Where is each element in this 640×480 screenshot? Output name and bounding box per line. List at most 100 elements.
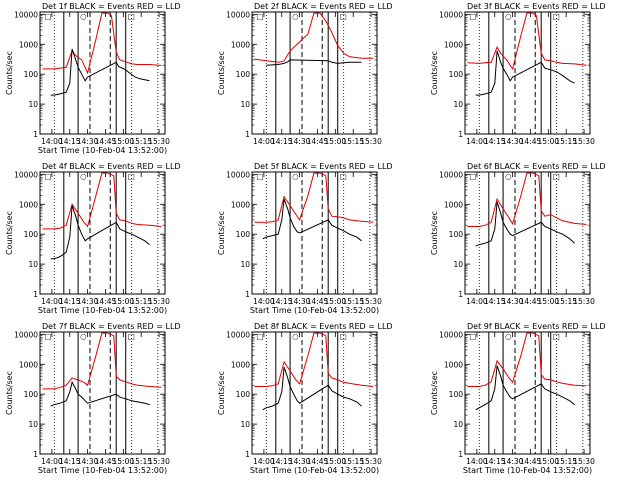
plot-frame — [251, 171, 378, 295]
x-tick-label: 14:00 — [466, 297, 488, 306]
events-series-line — [50, 48, 150, 96]
y-tick-label: 1 — [33, 450, 38, 459]
y-tick-label: 10000 — [14, 330, 38, 339]
x-axis-label: Start Time (10-Feb-04 13:52:00) — [250, 306, 379, 315]
y-tick-label: 1000 — [231, 200, 250, 209]
y-tick-label: 100 — [24, 390, 39, 399]
x-tick-label: 14:30 — [502, 137, 524, 146]
square-marker-icon: □ — [128, 332, 135, 341]
y-tick-label: 100 — [236, 70, 251, 79]
panel-title: Det 9f BLACK = Events RED = LLD — [467, 322, 606, 331]
x-axis-label: Start Time (10-Feb-04 13:52:00) — [38, 466, 167, 475]
y-tick-label: 100 — [449, 70, 464, 79]
lld-series-line — [254, 332, 374, 387]
events-series-line — [50, 205, 150, 260]
lld-series-line — [254, 172, 374, 223]
events-series-line — [475, 201, 575, 247]
y-tick-label: 100 — [24, 70, 39, 79]
y-tick-label: 1000 — [231, 360, 250, 369]
square-marker-icon: □ — [553, 172, 560, 181]
detector-panel: Det 6f BLACK = Events RED = LLD Counts/se… — [430, 162, 606, 306]
lld-series-line — [42, 12, 162, 75]
x-tick-label: 15:30 — [360, 297, 382, 306]
y-tick-label: 1 — [33, 130, 38, 139]
y-tick-label: 10000 — [226, 10, 250, 19]
y-tick-label: 1000 — [444, 40, 463, 49]
square-marker-icon: □ — [256, 172, 263, 181]
x-tick-label: 15:30 — [148, 457, 170, 466]
x-tick-label: 15:00 — [113, 137, 135, 146]
circle-marker-icon: ○ — [292, 332, 299, 341]
x-tick-label: 14:15 — [271, 137, 293, 146]
x-tick-label: 14:15 — [484, 297, 506, 306]
square-marker-icon: □ — [128, 172, 135, 181]
x-tick-label: 14:00 — [253, 457, 275, 466]
detector-panel: Det 4f BLACK = Events RED = LLD Counts/se… — [5, 162, 181, 315]
x-tick-label: 14:00 — [253, 137, 275, 146]
y-tick-label: 10 — [240, 420, 250, 429]
panel-title: Det 2f BLACK = Events RED = LLD — [254, 2, 393, 11]
y-tick-label: 1 — [458, 130, 463, 139]
detector-panel: Det 1f BLACK = Events RED = LLD Counts/se… — [5, 2, 181, 155]
plot-frame — [39, 331, 166, 455]
x-tick-label: 15:15 — [342, 297, 364, 306]
plot-frame — [251, 331, 378, 455]
y-axis-label: Counts/sec — [217, 51, 226, 95]
y-tick-label: 1000 — [19, 40, 38, 49]
x-tick-label: 14:30 — [289, 457, 311, 466]
x-axis-label: Start Time (10-Feb-04 13:52:00) — [38, 146, 167, 155]
x-tick-label: 14:45 — [520, 297, 542, 306]
x-tick-label: 14:45 — [95, 297, 117, 306]
events-series-line — [262, 367, 362, 411]
x-tick-label: 14:15 — [59, 457, 81, 466]
x-tick-label: 14:45 — [95, 137, 117, 146]
y-tick-label: 10000 — [439, 10, 463, 19]
lld-series-line — [42, 172, 162, 230]
y-tick-label: 10 — [28, 260, 38, 269]
circle-marker-icon: ○ — [80, 332, 87, 341]
detector-panel: Det 2f BLACK = Events RED = LLD Counts/se… — [217, 2, 393, 146]
y-tick-label: 1000 — [19, 200, 38, 209]
circle-marker-icon: ○ — [80, 172, 87, 181]
x-tick-label: 14:00 — [466, 137, 488, 146]
circle-marker-icon: ○ — [292, 12, 299, 21]
y-tick-label: 10 — [28, 100, 38, 109]
y-tick-label: 10000 — [226, 170, 250, 179]
square-marker-icon: □ — [340, 332, 347, 341]
x-tick-label: 14:00 — [41, 457, 63, 466]
lld-series-line — [42, 332, 162, 390]
y-tick-label: 1000 — [231, 40, 250, 49]
y-axis-label: Counts/sec — [217, 371, 226, 415]
x-tick-label: 15:15 — [555, 297, 577, 306]
panel-title: Det 8f BLACK = Events RED = LLD — [254, 322, 393, 331]
x-tick-label: 14:00 — [466, 457, 488, 466]
x-tick-label: 14:15 — [271, 457, 293, 466]
x-tick-label: 15:15 — [342, 137, 364, 146]
square-marker-icon: □ — [469, 172, 476, 181]
x-tick-label: 14:15 — [271, 297, 293, 306]
y-tick-label: 10 — [453, 420, 463, 429]
x-tick-label: 15:00 — [325, 457, 347, 466]
events-series-line — [475, 365, 575, 411]
x-tick-label: 14:45 — [307, 457, 329, 466]
y-tick-label: 1 — [245, 130, 250, 139]
y-tick-label: 10000 — [439, 330, 463, 339]
x-tick-label: 14:30 — [289, 137, 311, 146]
y-axis-label: Counts/sec — [430, 51, 439, 95]
x-tick-label: 15:30 — [573, 297, 595, 306]
x-axis-label: Start Time (10-Feb-04 13:52:00) — [250, 466, 379, 475]
circle-marker-icon: ○ — [505, 332, 512, 341]
x-tick-label: 14:15 — [484, 137, 506, 146]
x-tick-label: 15:00 — [113, 457, 135, 466]
x-tick-label: 15:30 — [360, 457, 382, 466]
x-tick-label: 15:00 — [113, 297, 135, 306]
y-tick-label: 100 — [449, 230, 464, 239]
x-tick-label: 15:15 — [342, 457, 364, 466]
y-tick-label: 10000 — [14, 10, 38, 19]
x-tick-label: 15:00 — [538, 137, 560, 146]
square-marker-icon: □ — [340, 172, 347, 181]
y-tick-label: 10 — [240, 100, 250, 109]
y-axis-label: Counts/sec — [5, 371, 14, 415]
panel-title: Det 7f BLACK = Events RED = LLD — [42, 322, 181, 331]
events-series-line — [266, 59, 362, 66]
